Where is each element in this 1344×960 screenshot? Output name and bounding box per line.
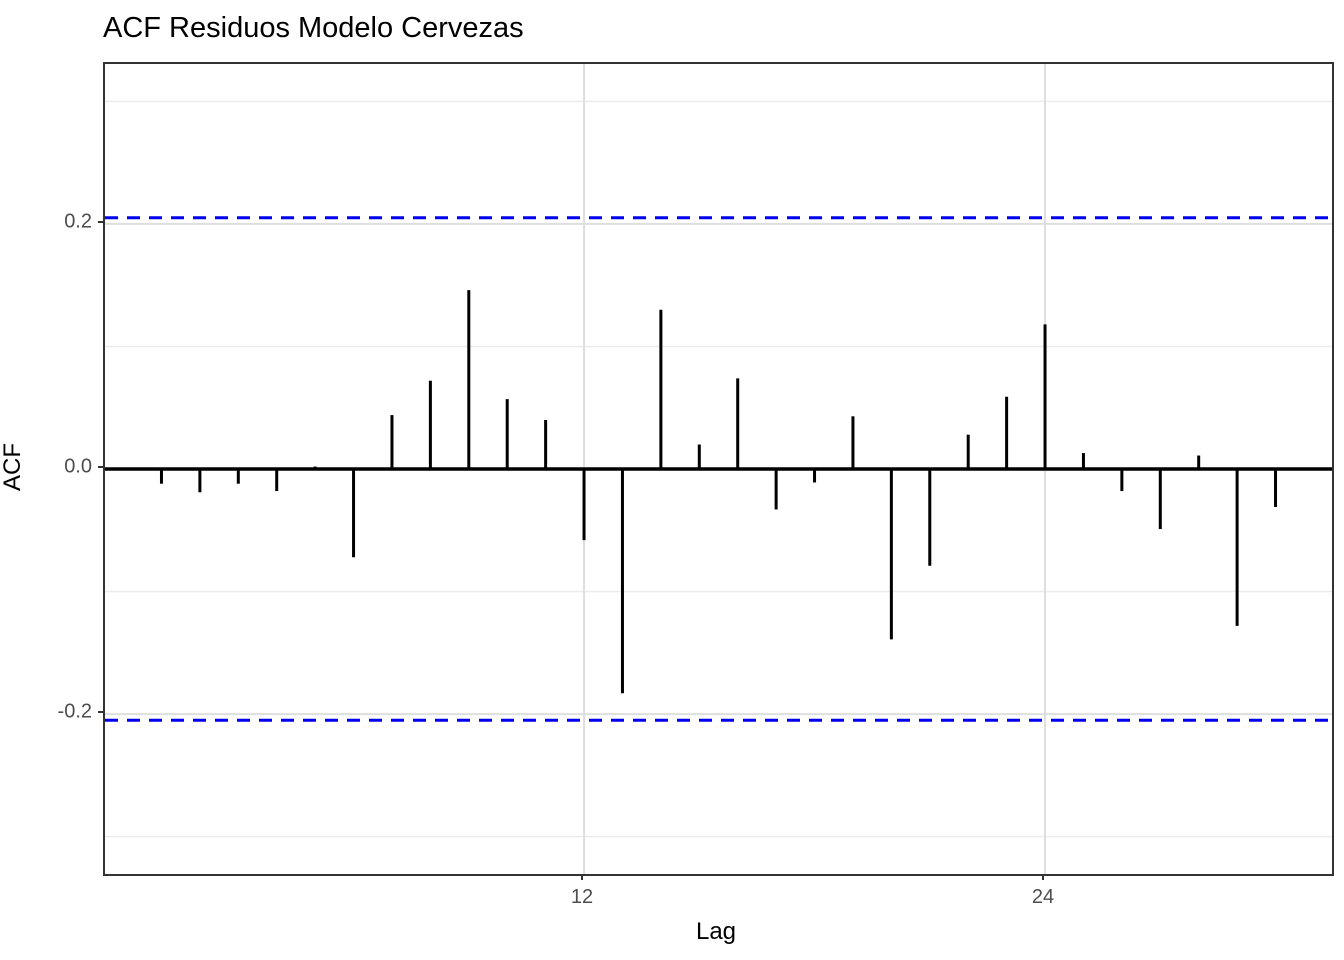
y-axis-tick — [98, 221, 104, 223]
x-tick-label: 24 — [1031, 886, 1055, 908]
y-axis-title: ACF — [0, 443, 26, 491]
y-tick-label: 0.0 — [64, 455, 92, 478]
x-tick-label: 12 — [570, 886, 594, 908]
x-axis-tick — [581, 874, 583, 880]
y-tick-label: -0.2 — [57, 700, 92, 723]
acf-chart — [105, 64, 1332, 874]
y-axis-tick — [98, 466, 104, 468]
chart-title: ACF Residuos Modelo Cervezas — [103, 12, 524, 44]
y-tick-label: 0.2 — [64, 210, 92, 233]
plot-panel — [103, 62, 1334, 876]
x-axis-title: Lag — [695, 918, 737, 945]
y-axis-tick — [98, 711, 104, 713]
x-axis-tick — [1042, 874, 1044, 880]
